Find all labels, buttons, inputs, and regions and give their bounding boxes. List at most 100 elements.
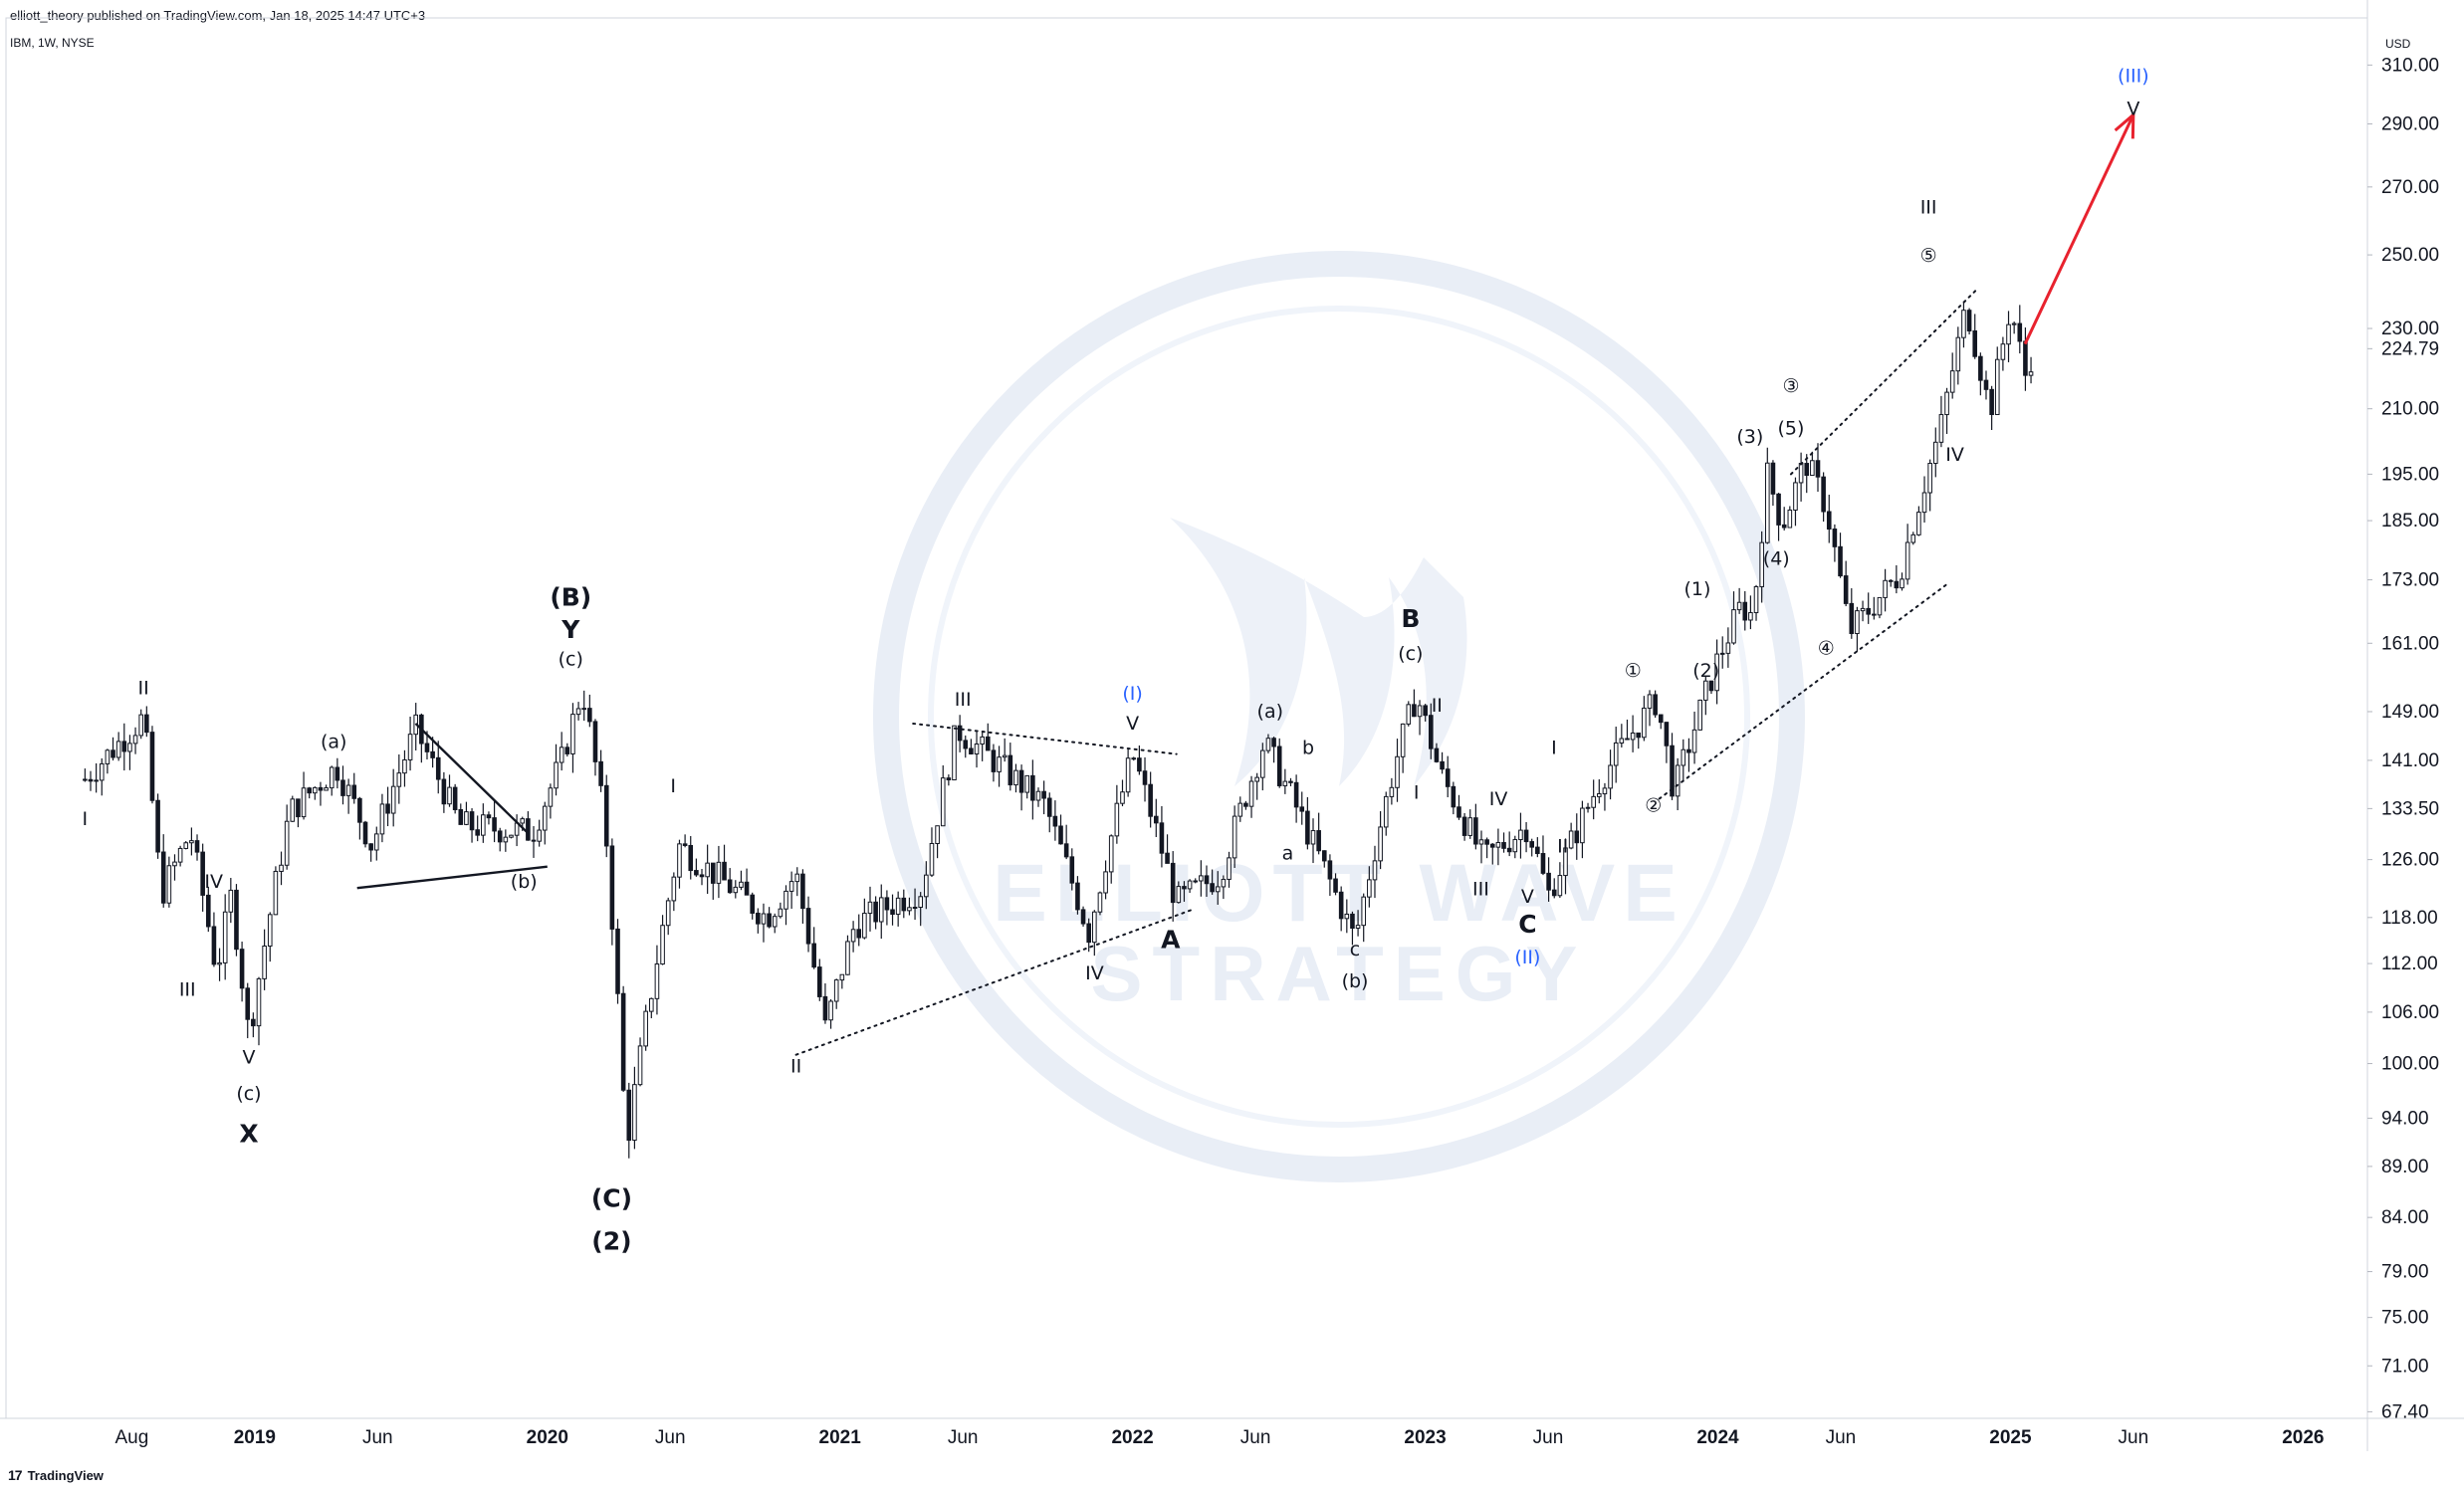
candle-up — [1282, 780, 1288, 786]
wave-label: V — [1126, 713, 1139, 735]
symbol-legend[interactable]: IBM, 1W, NYSE — [10, 36, 95, 50]
candle-up — [1417, 705, 1423, 718]
candle-down — [1849, 602, 1855, 635]
wave-label: IV — [1945, 444, 1964, 466]
candle-up — [1114, 802, 1120, 837]
candle-down — [1008, 754, 1013, 786]
wave-label: V — [242, 1047, 255, 1069]
trend-lines — [356, 111, 2135, 1056]
candle-down — [368, 843, 373, 851]
wave-label: (c) — [1398, 643, 1423, 665]
channel-line — [794, 909, 1193, 1056]
candle-series — [83, 301, 2034, 1159]
price-tick-label: 161.00 — [2381, 633, 2439, 654]
wave-label: B — [1401, 604, 1420, 633]
candle-up — [290, 798, 296, 822]
candle-down — [335, 766, 340, 781]
candle-up — [1619, 738, 1625, 744]
candle-up — [1248, 780, 1254, 807]
price-tick-label: 106.00 — [2381, 1002, 2439, 1023]
candle-up — [1764, 462, 1770, 543]
candle-up — [1961, 310, 1966, 338]
candle-down — [805, 908, 811, 945]
candle-down — [486, 814, 492, 819]
candle-down — [234, 889, 239, 951]
candle-up — [1400, 723, 1406, 757]
price-tick-label: 67.40 — [2381, 1401, 2429, 1422]
tradingview-logo[interactable]: 17 TradingView — [8, 1467, 104, 1483]
candle-up — [1125, 757, 1131, 793]
candle-up — [1406, 704, 1412, 725]
candle-down — [1159, 822, 1165, 854]
candle-up — [390, 785, 396, 814]
candle-up — [279, 864, 284, 872]
candle-down — [1075, 882, 1080, 911]
candle-up — [862, 913, 867, 939]
candle-down — [1664, 722, 1670, 746]
candle-down — [149, 732, 155, 801]
candle-down — [1506, 847, 1512, 853]
candle-up — [1467, 817, 1473, 836]
candle-up — [509, 834, 514, 838]
time-tick-label: Jun — [1240, 1427, 1271, 1448]
wave-label: ② — [1645, 795, 1662, 817]
candle-down — [1350, 913, 1355, 929]
candle-up — [1736, 601, 1742, 611]
candle-down — [603, 784, 609, 847]
wave-label: III — [1920, 197, 1937, 219]
candle-up — [974, 744, 980, 754]
candle-up — [267, 914, 273, 948]
candle-up — [2000, 343, 2006, 360]
candle-up — [1585, 806, 1591, 809]
watermark-ring-inner — [928, 306, 1750, 1128]
candle-down — [1625, 738, 1630, 741]
candle-up — [217, 961, 222, 965]
candle-down — [1770, 462, 1776, 495]
price-tick-label: 79.00 — [2381, 1262, 2429, 1283]
candle-down — [160, 851, 166, 904]
wave-label: c — [1350, 939, 1360, 960]
wave-label: IV — [204, 871, 223, 893]
candle-up — [1518, 829, 1523, 841]
candle-up — [1232, 815, 1237, 859]
candle-down — [1069, 856, 1075, 884]
candle-up — [262, 946, 267, 979]
candle-up — [581, 708, 587, 711]
candle-down — [699, 874, 705, 878]
price-tick-label: 224.79 — [2381, 338, 2439, 359]
candle-up — [1355, 925, 1361, 929]
time-axis[interactable]: Aug 2019 Jun 2020 Jun 2021 Jun 2022 Jun 2023 Jun 20… — [114, 1427, 2324, 1448]
candle-up — [172, 861, 177, 867]
candle-up — [1215, 886, 1221, 893]
wave-label: II — [790, 1055, 801, 1077]
wave-label: A — [1161, 925, 1181, 954]
candle-up — [1927, 463, 1932, 494]
wave-label: III — [955, 689, 972, 711]
candle-up — [1675, 764, 1680, 797]
candle-down — [856, 929, 862, 939]
candle-up — [1642, 707, 1647, 739]
candle-down — [1451, 785, 1456, 808]
candle-down — [756, 912, 761, 925]
candle-up — [660, 925, 665, 965]
wave-label: (2) — [591, 1226, 631, 1255]
candle-up — [1691, 729, 1697, 753]
candle-down — [1333, 878, 1338, 893]
time-tick-label: 2019 — [234, 1427, 276, 1448]
time-tick-label: 2021 — [819, 1427, 862, 1448]
candle-up — [177, 847, 183, 863]
candle-up — [537, 829, 542, 842]
candle-down — [1243, 802, 1248, 807]
candle-up — [1221, 878, 1227, 888]
price-tick-label: 173.00 — [2381, 570, 2439, 591]
candle-down — [1894, 580, 1900, 589]
candle-down — [205, 894, 211, 928]
chart-frame — [0, 0, 2464, 1451]
candle-down — [1412, 704, 1417, 718]
wave-label: (a) — [1257, 701, 1283, 723]
triangle-line — [414, 723, 529, 833]
candle-up — [1810, 460, 1815, 477]
candle-down — [430, 750, 435, 758]
